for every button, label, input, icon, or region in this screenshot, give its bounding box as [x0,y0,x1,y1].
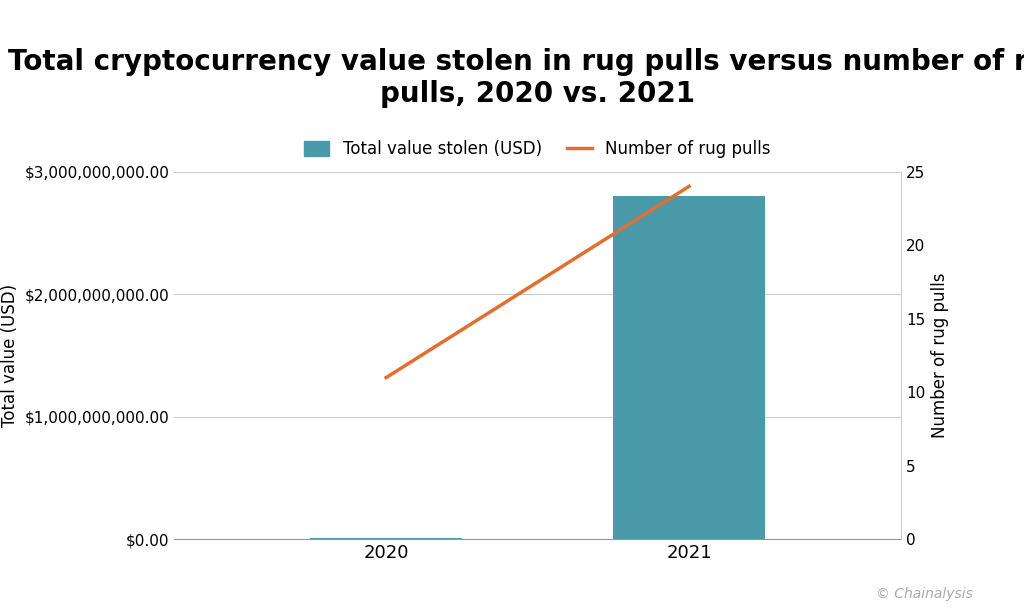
Text: © Chainalysis: © Chainalysis [876,587,973,601]
Y-axis label: Number of rug pulls: Number of rug pulls [931,273,949,438]
Title: Total cryptocurrency value stolen in rug pulls versus number of rug
pulls, 2020 : Total cryptocurrency value stolen in rug… [8,48,1024,109]
Legend: Total value stolen (USD), Number of rug pulls: Total value stolen (USD), Number of rug … [296,132,779,167]
Bar [310,538,462,539]
Bar [613,196,765,539]
Y-axis label: Total value (USD): Total value (USD) [1,284,18,427]
